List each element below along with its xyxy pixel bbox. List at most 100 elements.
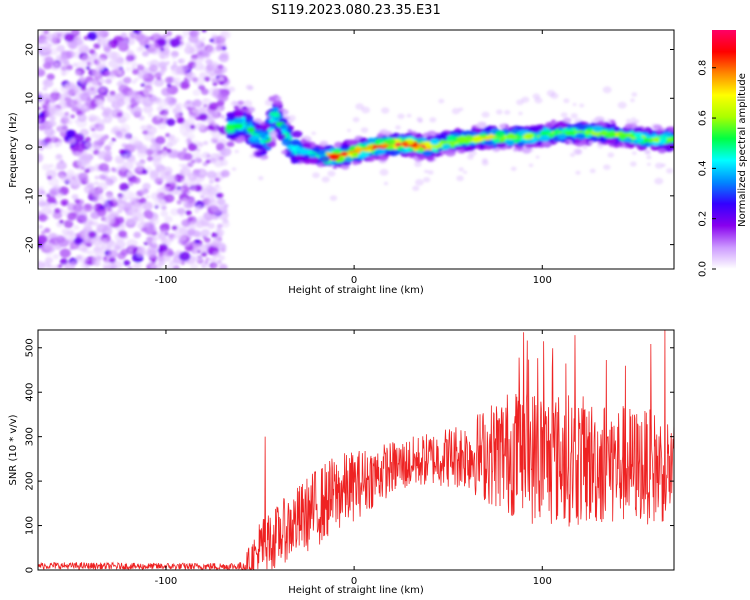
spectrogram-cell <box>613 126 621 132</box>
spectrogram-cell <box>588 140 594 145</box>
spectrogram-cell <box>153 198 165 208</box>
spectrogram-heatmap <box>38 30 674 269</box>
spectrogram-cell <box>366 155 376 162</box>
spectrogram-cell <box>573 148 582 155</box>
spectrogram-cell <box>194 220 201 225</box>
snr-x-tick-label: 100 <box>533 576 552 587</box>
spectrogram-cell <box>131 91 137 96</box>
spectrogram-cell <box>117 60 124 66</box>
spectrogram-cell <box>194 239 200 244</box>
spectrogram-cell <box>217 76 225 82</box>
spectrogram-cell <box>38 196 45 203</box>
spectrogram-cell <box>148 94 157 102</box>
spectrogram-cell <box>123 260 131 266</box>
spectrogram-cell <box>38 213 48 222</box>
spectrogram-cell <box>92 141 103 150</box>
spectrogram-cell <box>126 171 133 177</box>
spectrogram-cell <box>212 122 218 128</box>
spectrogram-cell <box>75 255 83 261</box>
spectrogram-cell <box>123 76 132 84</box>
spectrogram-cell <box>141 125 147 130</box>
spectrogram-cell <box>161 87 172 97</box>
spectrogram-cell <box>131 61 138 67</box>
spectrogram-cell <box>346 128 352 133</box>
spectrogram-cell <box>105 194 112 199</box>
spectrogram-cell <box>215 227 222 233</box>
spectrogram-cell <box>658 139 667 145</box>
spectrogram-cell <box>56 223 61 228</box>
spectrogram-cell <box>344 156 353 162</box>
spectrogram-cell <box>319 155 331 163</box>
spectrogram-cell <box>189 124 196 130</box>
spectrogram-cell <box>238 105 243 108</box>
spectrogram-cell <box>423 150 433 156</box>
spectrogram-cell <box>193 61 204 71</box>
spectrogram-cell <box>308 158 318 165</box>
spectrogram-cell <box>456 175 464 182</box>
spectrogram-cell <box>273 112 281 118</box>
spectrogram-cell <box>77 114 87 122</box>
spectrogram-cell <box>41 163 51 171</box>
spectrogram-cell <box>155 136 166 145</box>
spectrogram-cell <box>57 264 63 269</box>
spectrogram-cell <box>45 110 53 117</box>
spectrogram-cell <box>352 152 359 157</box>
spectrogram-cell <box>309 153 317 158</box>
spectrogram-cell <box>104 224 112 231</box>
spectrogram-cell <box>61 71 66 76</box>
spectrogram-cell <box>49 47 59 56</box>
spectrogram-cell <box>211 131 221 139</box>
colorbar-bar <box>712 30 736 269</box>
spectrogram-cell <box>144 39 150 44</box>
spectrogram-cell <box>67 229 75 236</box>
spectrogram-cell <box>131 66 136 70</box>
spectrogram-cell <box>93 181 99 186</box>
snr-y-tick-label: 100 <box>25 516 36 535</box>
spectrogram-cell <box>212 251 221 258</box>
spectrogram-cell <box>66 119 73 125</box>
spectrogram-cell <box>95 133 107 143</box>
spectrogram-cell <box>483 126 492 133</box>
spectrogram-cell <box>158 252 164 257</box>
spectrogram-cell <box>105 246 111 251</box>
spectrogram-cell <box>505 139 515 146</box>
spectrogram-cell <box>475 145 480 149</box>
spectrogram-cell <box>142 87 154 97</box>
snr-y-tick-label: 0 <box>25 567 36 573</box>
colorbar-tick-label: 0.6 <box>698 110 709 126</box>
spectrogram-cell <box>416 116 423 122</box>
snr-x-tick-label: -100 <box>155 576 178 587</box>
spectrogram-cell <box>173 266 179 269</box>
spectrogram-cell <box>599 130 608 136</box>
spectrogram-cell <box>504 110 511 115</box>
spectrogram-cell <box>166 83 172 88</box>
spectrogram-cell <box>63 99 75 109</box>
spectrogram-cell <box>434 134 444 141</box>
spectrogram-cell <box>287 135 293 139</box>
spectrogram-cell <box>404 147 411 152</box>
spectrogram-cell <box>91 221 96 226</box>
spectrogram-cell <box>258 176 264 181</box>
spectrogram-cell <box>138 115 145 121</box>
spectrogram-cell <box>165 264 175 269</box>
spectrogram-cell <box>415 179 424 186</box>
spectrogram-cell <box>551 119 556 123</box>
spectrogram-cell <box>132 68 140 75</box>
spectrogram-cell <box>47 195 57 204</box>
spectrogram-cell <box>563 98 570 104</box>
spectrogram-cell <box>92 254 103 263</box>
spectrogram-cell <box>104 145 112 151</box>
spectrogram-cell <box>532 93 541 100</box>
spectrogram-cell <box>216 259 222 265</box>
spectrogram-cell <box>378 139 385 144</box>
spectrogram-cell <box>142 201 154 211</box>
spectrogram-cell <box>234 123 244 130</box>
spectrogram-cell <box>560 112 568 118</box>
spectrogram-cell <box>162 230 169 236</box>
spectrogram-cell <box>57 138 63 143</box>
spectrogram-cell <box>49 97 57 104</box>
spectrogram-cell <box>74 142 86 153</box>
spectrogram-cell <box>104 79 111 84</box>
spectrogram-cell <box>111 138 116 142</box>
